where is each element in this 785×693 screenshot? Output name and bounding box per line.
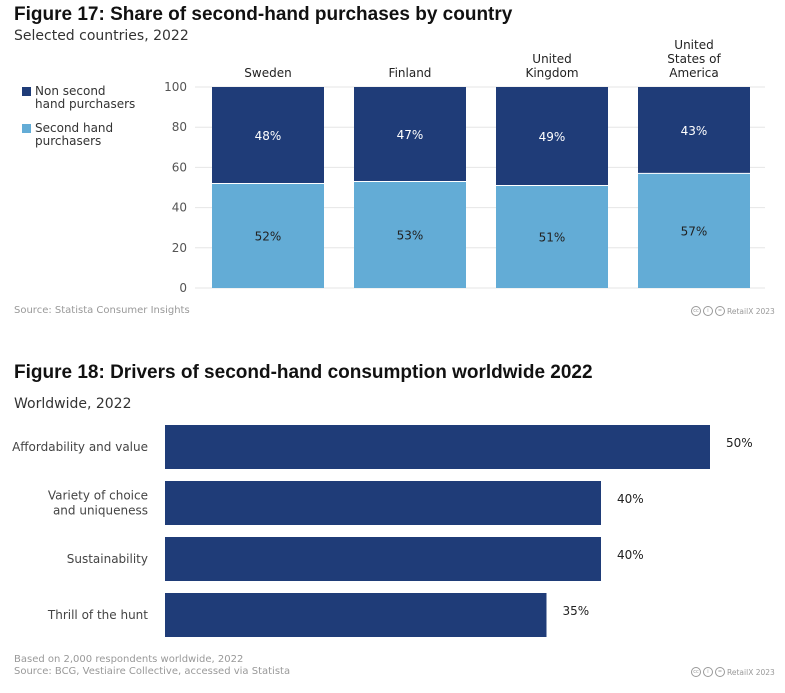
legend-label-line: purchasers bbox=[35, 134, 102, 148]
data-label: 40% bbox=[617, 492, 644, 506]
y-tick-label: 80 bbox=[172, 120, 187, 134]
category-label: America bbox=[669, 66, 719, 80]
figure17-title: Figure 17: Share of second-hand purchase… bbox=[14, 4, 513, 25]
figure17-legend: Non second hand purchasers Second hand pur… bbox=[22, 85, 135, 148]
cc-icon: cc bbox=[691, 306, 701, 316]
y-tick-label: 20 bbox=[172, 241, 187, 255]
category-label: Thrill of the hunt bbox=[47, 608, 148, 622]
nd-icon: = bbox=[715, 667, 725, 677]
bar-segment bbox=[354, 181, 466, 288]
legend-label-line: hand purchasers bbox=[35, 97, 136, 111]
figure17-subtitle: Selected countries, 2022 bbox=[14, 28, 189, 44]
by-icon: i bbox=[703, 306, 713, 316]
data-label: 51% bbox=[539, 231, 566, 245]
credit-text: RetailX 2023 bbox=[727, 306, 775, 316]
bar bbox=[165, 537, 601, 581]
bar-segment bbox=[212, 87, 324, 184]
data-label: 49% bbox=[539, 130, 566, 144]
y-tick-label: 0 bbox=[179, 281, 187, 295]
bar bbox=[165, 425, 710, 469]
category-label: States of bbox=[667, 52, 721, 66]
category-label: Finland bbox=[389, 66, 432, 80]
data-label: 50% bbox=[726, 436, 753, 450]
by-icon: i bbox=[703, 667, 713, 677]
legend-label-line: Second hand bbox=[35, 121, 114, 135]
figure18-chart: 50% Affordability and value 40% Variety of … bbox=[12, 425, 753, 637]
data-label: 43% bbox=[681, 124, 708, 138]
legend-label: Non second hand purchasers bbox=[35, 85, 135, 111]
bar-segment bbox=[496, 87, 608, 186]
data-label: 57% bbox=[681, 225, 708, 239]
source-text: Source: BCG, Vestiaire Collective, acces… bbox=[14, 666, 291, 677]
category-label: United bbox=[674, 38, 713, 52]
category-label: Kingdom bbox=[525, 66, 578, 80]
figure17-chart: 0 20 40 60 80 100 52% 48% Sweden 53% 47% Finland 51%… bbox=[164, 38, 765, 295]
legend-item-non-second-hand: Non second hand purchasers bbox=[22, 85, 135, 111]
bar-segment bbox=[638, 87, 750, 174]
category-label: United bbox=[532, 52, 571, 66]
data-label: 40% bbox=[617, 548, 644, 562]
y-tick-label: 40 bbox=[172, 201, 187, 215]
category-label: Sweden bbox=[244, 66, 291, 80]
legend-swatch bbox=[22, 124, 31, 133]
nd-icon: = bbox=[715, 306, 725, 316]
bar bbox=[165, 481, 601, 525]
bar-segment bbox=[212, 183, 324, 288]
figure17-source: Source: Statista Consumer Insights bbox=[14, 305, 190, 316]
figure18-note: Based on 2,000 respondents worldwide, 20… bbox=[14, 654, 290, 678]
bar-segment bbox=[496, 185, 608, 288]
bar bbox=[165, 593, 547, 637]
bar-segment bbox=[354, 87, 466, 182]
note-text: Based on 2,000 respondents worldwide, 20… bbox=[14, 654, 244, 665]
credit-text: RetailX 2023 bbox=[727, 667, 775, 677]
figure18-title: Figure 18: Drivers of second-hand consum… bbox=[14, 362, 593, 383]
legend-item-second-hand: Second hand purchasers bbox=[22, 122, 135, 148]
data-label: 53% bbox=[397, 229, 424, 243]
y-tick-label: 100 bbox=[164, 80, 187, 94]
category-label: and uniqueness bbox=[53, 504, 148, 518]
y-tick-label: 60 bbox=[172, 160, 187, 174]
category-label: Sustainability bbox=[67, 552, 148, 566]
legend-label: Second hand purchasers bbox=[35, 122, 113, 148]
data-label: 48% bbox=[255, 129, 282, 143]
data-label: 47% bbox=[397, 128, 424, 142]
category-label: Affordability and value bbox=[12, 440, 148, 454]
legend-label-line: Non second bbox=[35, 84, 106, 98]
figure17-credit: cc i = RetailX 2023 bbox=[691, 306, 775, 316]
figure18-subtitle: Worldwide, 2022 bbox=[14, 396, 132, 412]
data-label: 52% bbox=[255, 230, 282, 244]
cc-icon: cc bbox=[691, 667, 701, 677]
legend-swatch bbox=[22, 87, 31, 96]
data-label: 35% bbox=[563, 604, 590, 618]
category-label: Variety of choice bbox=[48, 489, 148, 503]
bar-segment bbox=[638, 173, 750, 288]
figure18-credit: cc i = RetailX 2023 bbox=[691, 667, 775, 677]
